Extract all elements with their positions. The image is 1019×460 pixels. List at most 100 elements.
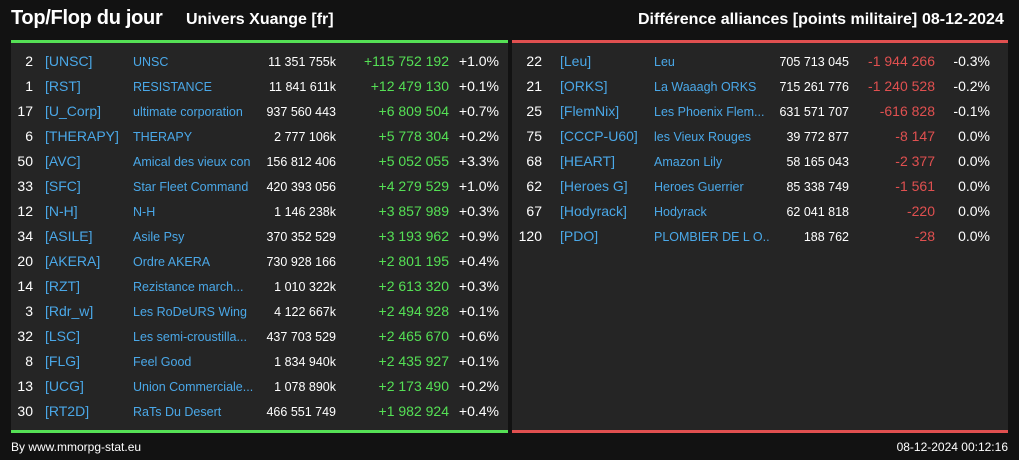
points-difference: +2 435 927	[378, 353, 449, 369]
points-difference: +6 809 504	[378, 103, 449, 119]
points-difference: +2 613 320	[378, 278, 449, 294]
alliance-tag-link[interactable]: [PDO]	[560, 228, 599, 244]
percent-change: 0.0%	[958, 203, 990, 219]
alliance-tag-link[interactable]: [THERAPY]	[45, 128, 119, 144]
alliance-tag-link[interactable]: [ORKS]	[560, 78, 608, 94]
alliance-tag-link[interactable]: [N-H]	[45, 203, 78, 219]
alliance-name-link[interactable]: RESISTANCE	[133, 80, 212, 94]
points-difference: -1 561	[895, 178, 935, 194]
percent-change: -0.1%	[953, 103, 990, 119]
alliance-name-link[interactable]: ultimate corporation	[133, 105, 243, 119]
alliance-name-link[interactable]: Les Phoenix Flem...	[654, 105, 765, 119]
alliance-name-link[interactable]: Feel Good	[133, 355, 192, 369]
alliance-points: 730 928 166	[266, 255, 336, 269]
alliance-points: 370 352 529	[266, 230, 336, 244]
alliance-rank: 32	[17, 328, 33, 344]
points-difference: -2 377	[895, 153, 935, 169]
alliance-tag-link[interactable]: [Leu]	[560, 53, 592, 69]
alliance-tag-link[interactable]: [RST]	[45, 78, 81, 94]
alliance-rank: 22	[526, 53, 542, 69]
alliance-tag-link[interactable]: [AVC]	[45, 153, 81, 169]
percent-change: -0.3%	[953, 53, 990, 69]
table-row: 62 [Heroes G] Heroes Guerrier 85 338 749 -1 …	[512, 174, 1008, 199]
alliance-name-link[interactable]: Heroes Guerrier	[654, 180, 744, 194]
alliance-name-link[interactable]: N-H	[133, 205, 156, 219]
table-row: 33 [SFC] Star Fleet Command 420 393 056 +4 2…	[11, 174, 508, 199]
alliance-tag-link[interactable]: [Rdr_w]	[45, 303, 94, 319]
alliance-name-link[interactable]: les Vieux Rouges	[654, 130, 752, 144]
table-row: 13 [UCG] Union Commerciale... 1 078 890k +2 …	[11, 374, 508, 399]
alliance-tag-link[interactable]: [RT2D]	[45, 403, 90, 419]
percent-change: +0.3%	[458, 203, 499, 219]
alliance-points: 420 393 056	[266, 180, 336, 194]
alliance-tag-link[interactable]: [FLG]	[45, 353, 81, 369]
points-difference: +1 982 924	[378, 403, 449, 419]
alliance-points: 11 351 755k	[268, 55, 336, 69]
alliance-tag-link[interactable]: [HEART]	[560, 153, 615, 169]
alliance-name-link[interactable]: Les semi-croustilla...	[133, 330, 247, 344]
alliance-rank: 20	[17, 253, 33, 269]
percent-change: +0.2%	[458, 378, 499, 394]
alliance-name-link[interactable]: Ordre AKERA	[133, 255, 211, 269]
alliance-name-link[interactable]: RaTs Du Desert	[133, 405, 222, 419]
points-difference: -1 944 266	[868, 53, 935, 69]
alliance-tag-link[interactable]: [RZT]	[45, 278, 80, 294]
table-row: 21 [ORKS] La Waaagh ORKS 715 261 776 -1 240 …	[512, 74, 1008, 99]
table-row: 17 [U_Corp] ultimate corporation 937 560 44…	[11, 99, 508, 124]
alliance-name-link[interactable]: Amazon Lily	[654, 155, 723, 169]
percent-change: +0.3%	[458, 278, 499, 294]
top-gainers-panel: 2 [UNSC] UNSC 11 351 755k +115 752 192 +1.0% 1…	[11, 40, 508, 433]
alliance-tag-link[interactable]: [Hodyrack]	[560, 203, 627, 219]
alliance-name-link[interactable]: Leu	[654, 55, 675, 69]
generated-timestamp: 08-12-2024 00:12:16	[896, 440, 1008, 454]
alliance-rank: 67	[526, 203, 542, 219]
alliance-name-link[interactable]: Hodyrack	[654, 205, 707, 219]
alliance-points: 85 338 749	[786, 180, 849, 194]
alliance-tag-link[interactable]: [UCG]	[45, 378, 84, 394]
alliance-rank: 12	[17, 203, 33, 219]
alliance-rank: 34	[17, 228, 33, 244]
alliance-tag-link[interactable]: [FlemNix]	[560, 103, 620, 119]
alliance-points: 39 772 877	[786, 130, 849, 144]
alliance-tag-link[interactable]: [ASILE]	[45, 228, 93, 244]
alliance-tag-link[interactable]: [UNSC]	[45, 53, 93, 69]
percent-change: +0.1%	[458, 303, 499, 319]
alliance-name-link[interactable]: THERAPY	[133, 130, 193, 144]
points-difference: +115 752 192	[364, 53, 449, 69]
percent-change: 0.0%	[958, 128, 990, 144]
table-row: 1 [RST] RESISTANCE 11 841 611k +12 479 130 +0…	[11, 74, 508, 99]
points-difference: -1 240 528	[868, 78, 935, 94]
alliance-points: 1 834 940k	[274, 355, 336, 369]
alliance-name-link[interactable]: La Waaagh ORKS	[654, 80, 757, 94]
table-row: 120 [PDO] PLOMBIER DE L O... 188 762 -28 0.0%	[512, 224, 1008, 249]
site-credit[interactable]: By www.mmorpg-stat.eu	[11, 440, 142, 454]
alliance-points: 11 841 611k	[269, 80, 336, 94]
alliance-points: 2 777 106k	[274, 130, 336, 144]
alliance-tag-link[interactable]: [LSC]	[45, 328, 81, 344]
table-row: 14 [RZT] Rezistance march... 1 010 322k +2 6…	[11, 274, 508, 299]
alliance-tag-link[interactable]: [AKERA]	[45, 253, 101, 269]
alliance-tag-link[interactable]: [CCCP-U60]	[560, 128, 638, 144]
points-difference: +2 465 670	[378, 328, 449, 344]
alliance-name-link[interactable]: Les RoDeURS Wing	[133, 305, 247, 319]
table-row: 30 [RT2D] RaTs Du Desert 466 551 749 +1 982 …	[11, 399, 508, 424]
alliance-rank: 68	[526, 153, 542, 169]
alliance-name-link[interactable]: Rezistance march...	[133, 280, 244, 294]
alliance-name-link[interactable]: Union Commerciale...	[133, 380, 254, 394]
table-row: 8 [FLG] Feel Good 1 834 940k +2 435 927 +0.1%	[11, 349, 508, 374]
alliance-tag-link[interactable]: [Heroes G]	[560, 178, 628, 194]
alliance-name-link[interactable]: Star Fleet Command	[133, 180, 249, 194]
ranking-subtitle: Différence alliances [points militaire]	[638, 11, 918, 28]
alliance-name-link[interactable]: Amical des vieux con	[133, 155, 251, 169]
alliance-tag-link[interactable]: [U_Corp]	[45, 103, 102, 119]
ranking-date: 08-12-2024	[922, 11, 1004, 28]
percent-change: +0.9%	[458, 228, 499, 244]
alliance-rank: 8	[25, 353, 33, 369]
footer: By www.mmorpg-stat.eu 08-12-2024 00:12:1…	[0, 436, 1019, 460]
alliance-tag-link[interactable]: [SFC]	[45, 178, 81, 194]
alliance-name-link[interactable]: Asile Psy	[133, 230, 185, 244]
alliance-points: 58 165 043	[786, 155, 849, 169]
alliance-rank: 2	[25, 53, 33, 69]
alliance-name-link[interactable]: UNSC	[133, 55, 169, 69]
alliance-name-link[interactable]: PLOMBIER DE L O...	[654, 230, 770, 244]
